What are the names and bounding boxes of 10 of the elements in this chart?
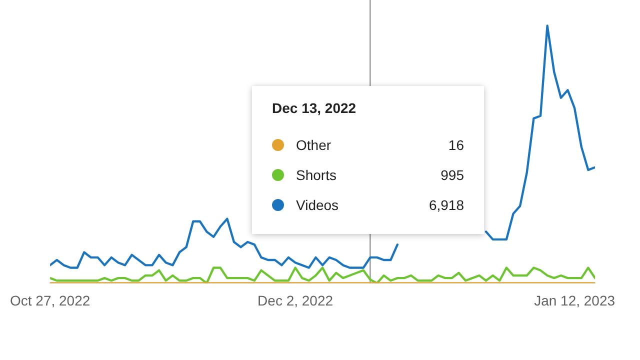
legend-label: Shorts [296,167,338,183]
x-tick-label: Jan 12, 2023 [534,292,616,308]
x-tick-label: Dec 2, 2022 [258,292,334,308]
annotation: 6,918 [428,197,464,213]
annotation: 16 [448,137,464,153]
x-tick-label: Oct 27, 2022 [10,292,90,308]
legend-label: Other [296,137,332,153]
annotation: Dec 13, 2022 [272,100,358,116]
legend-label: Videos [296,197,340,213]
annotation: 995 [440,167,464,183]
